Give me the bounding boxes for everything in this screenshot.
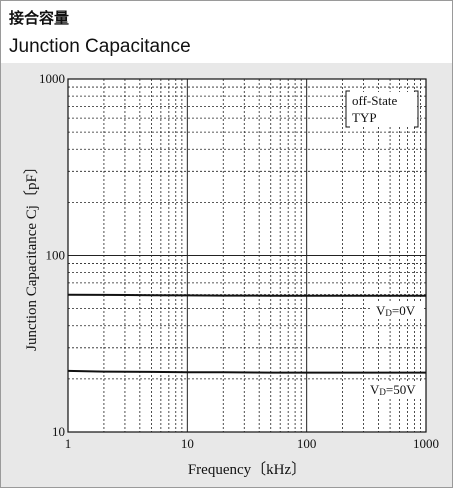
chart-title-english: Junction Capacitance [9, 36, 191, 57]
series-line-1 [67, 369, 426, 374]
plot-border [67, 78, 427, 433]
legend-line-2: TYP [352, 110, 377, 125]
series-label-vd50: VD=50V [366, 381, 424, 397]
x-tick-label: 1 [65, 436, 72, 451]
legend-box: off-State TYP [345, 90, 419, 128]
y-axis-label: Junction Capacitance Cj〔pF〕 [23, 159, 40, 351]
y-tick-label: 1000 [39, 71, 65, 86]
x-tick-label: 100 [297, 436, 317, 451]
legend-line-1: off-State [352, 93, 397, 108]
y-tick-label: 10 [52, 424, 65, 439]
series-label-vd0: VD=0V [372, 302, 424, 318]
series-group [67, 293, 426, 374]
y-tick-label: 100 [46, 248, 66, 263]
svg-text:VD=0V: VD=0V [376, 303, 416, 318]
x-tick-label: 1000 [413, 436, 439, 451]
series-line-0 [67, 293, 426, 297]
chart-title-japanese: 接合容量 [9, 9, 70, 27]
x-tick-label: 10 [181, 436, 194, 451]
grid-lines [68, 79, 426, 432]
chart-header: 接合容量 Junction Capacitance [1, 1, 452, 63]
x-axis-label: Frequency〔kHz〕 [188, 461, 306, 478]
svg-text:VD=50V: VD=50V [370, 382, 416, 397]
